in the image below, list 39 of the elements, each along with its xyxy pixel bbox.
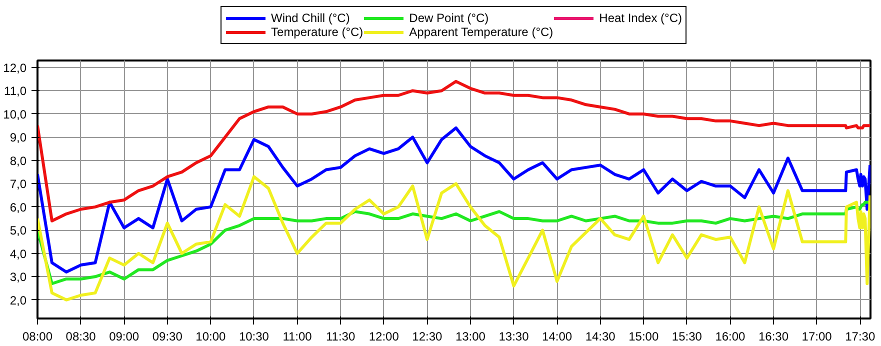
y-tick-label: 5,0: [10, 224, 27, 238]
x-tick-label: 12:00: [368, 330, 400, 344]
x-tick-label: 13:00: [455, 330, 486, 344]
legend-label: Dew Point (°C): [409, 11, 489, 25]
x-tick-label: 10:30: [238, 330, 270, 344]
legend-label: Apparent Temperature (°C): [409, 25, 554, 39]
x-tick-label: 12:30: [412, 330, 442, 344]
y-tick-label: 9,0: [10, 130, 27, 145]
y-tick-label: 4,0: [10, 246, 27, 261]
x-tick-label: 10:00: [196, 330, 226, 344]
x-tick-label: 15:00: [628, 330, 659, 344]
x-tick-label: 17:30: [845, 330, 876, 344]
legend-label: Temperature (°C): [271, 25, 364, 39]
y-tick-label: 6,0: [10, 200, 27, 214]
y-tick-label: 7,0: [10, 177, 27, 192]
y-tick-label: 3,0: [10, 270, 27, 284]
x-tick-label: 11:30: [326, 330, 356, 344]
x-tick-label: 13:30: [498, 330, 530, 344]
x-tick-label: 16:00: [715, 330, 746, 344]
x-tick-label: 14:00: [542, 330, 572, 344]
line-series: [38, 80, 870, 222]
x-tick-label: 08:30: [66, 330, 96, 344]
legend-label: Heat Index (°C): [599, 11, 682, 25]
x-tick-label: 14:30: [585, 330, 616, 344]
y-tick-label: 8,0: [10, 154, 27, 168]
x-tick-label: 16:30: [758, 330, 789, 344]
x-tick-label: 08:00: [22, 330, 53, 344]
line-series: [38, 175, 870, 302]
line-series: [38, 126, 870, 274]
x-tick-label: 15:30: [672, 330, 702, 344]
y-tick-label: 12,0: [3, 60, 27, 75]
x-tick-label: 09:00: [109, 330, 140, 344]
x-tick-label: 09:30: [152, 330, 183, 344]
y-tick-label: 11,0: [4, 84, 27, 98]
legend-label: Wind Chill (°C): [271, 11, 350, 25]
x-tick-label: 17:00: [802, 330, 832, 344]
y-tick-label: 10,0: [3, 107, 27, 122]
y-tick-label: 2,0: [10, 293, 27, 308]
x-tick-label: 11:00: [282, 330, 312, 344]
